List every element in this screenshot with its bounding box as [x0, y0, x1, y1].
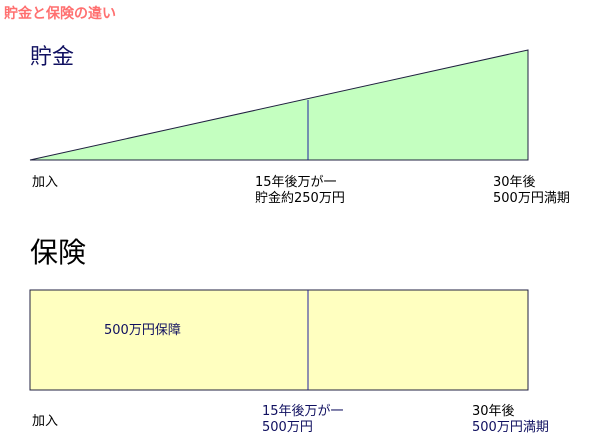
insurance-start-label: 加入 [32, 414, 58, 429]
insurance-box-label: 500万円保障 [104, 323, 181, 338]
savings-mid-label: 15年後万が一 [255, 175, 337, 190]
savings-mid-label: 貯金約250万円 [255, 190, 345, 206]
insurance-mid-label: 500万円 [262, 420, 313, 435]
insurance-heading: 保険 [30, 236, 86, 269]
savings-end-label: 500万円満期 [493, 191, 570, 206]
insurance-mid-label: 15年後万が一 [262, 404, 344, 419]
insurance-box [29, 289, 529, 391]
savings-end-label: 30年後 [493, 175, 536, 190]
savings-heading: 貯金 [30, 45, 74, 70]
page-title: 貯金と保険の違い [4, 5, 116, 22]
savings-area [29, 49, 529, 161]
insurance-end-label: 500万円満期 [472, 420, 549, 435]
savings-start-label: 加入 [32, 175, 58, 190]
insurance-end-label: 30年後 [472, 404, 515, 419]
